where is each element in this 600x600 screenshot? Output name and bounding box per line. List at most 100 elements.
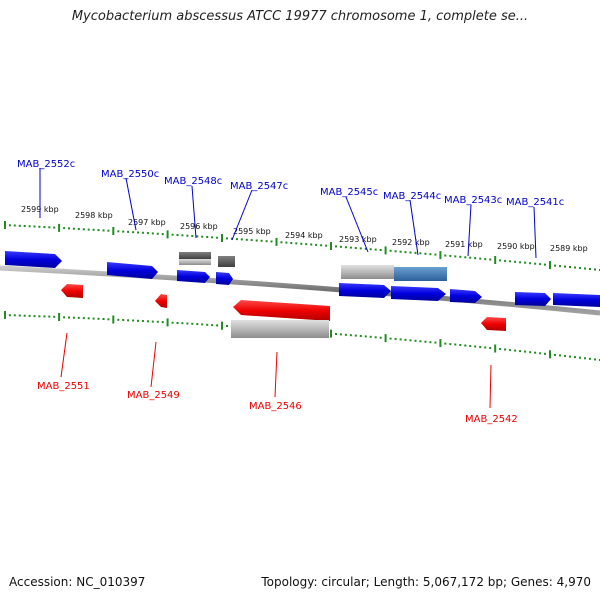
gene-label-mab-2552c[interactable]: MAB_2552c: [17, 159, 75, 170]
ruler-major-tick: [549, 350, 551, 359]
ruler-minor-tick: [349, 246, 352, 249]
ruler-minor-tick: [102, 229, 105, 232]
ruler-minor-tick: [359, 247, 362, 250]
feature-block-gray[interactable]: [231, 320, 329, 338]
ruler-minor-tick: [63, 227, 66, 230]
feature-block-gray[interactable]: [218, 256, 235, 267]
gene-label-mab-2551[interactable]: MAB_2551: [37, 381, 90, 392]
ruler-minor-tick: [504, 259, 507, 262]
ruler-minor-tick: [369, 248, 372, 251]
ruler-major-tick: [494, 344, 497, 353]
gene-arrow-mab-2541c[interactable]: [515, 292, 551, 306]
ruler-minor-tick: [53, 226, 56, 229]
feature-block-gray[interactable]: [341, 265, 394, 279]
ruler-minor-tick: [191, 322, 194, 325]
gene-label-mab-2542[interactable]: MAB_2542: [465, 414, 518, 425]
topology-summary-text: Topology: circular; Length: 5,067,172 bp…: [261, 575, 591, 589]
ruler-minor-tick: [117, 318, 120, 321]
ruler-minor-tick: [564, 265, 566, 268]
ruler-minor-tick: [514, 349, 517, 352]
ruler-minor-tick: [156, 232, 159, 235]
ruler-minor-tick: [18, 314, 21, 317]
gene-arrow[interactable]: [553, 293, 600, 307]
gene-arrow-mab-2543c[interactable]: [450, 289, 482, 303]
gene-arrow-mab-2551[interactable]: [61, 284, 83, 298]
ruler-minor-tick: [534, 351, 537, 354]
gene-label-mab-2544c[interactable]: MAB_2544c: [383, 191, 441, 202]
ruler-minor-tick: [18, 224, 21, 227]
kbp-label: 2591 kbp: [445, 240, 483, 249]
kbp-labels: 2599 kbp 2598 kbp 2597 kbp 2596 kbp 2595…: [21, 205, 588, 253]
ruler-minor-tick: [449, 254, 452, 257]
ruler-minor-tick: [226, 325, 228, 327]
ruler-minor-tick: [374, 336, 377, 339]
ruler-minor-tick: [315, 243, 318, 246]
gene-label-mab-2545c[interactable]: MAB_2545c: [320, 187, 378, 198]
feature-block-gray[interactable]: [179, 259, 211, 265]
ruler-minor-tick: [369, 335, 372, 338]
feature-block-dark[interactable]: [179, 252, 211, 259]
ruler-minor-tick: [176, 234, 179, 236]
ruler-minor-tick: [499, 348, 502, 350]
gene-arrow-mab-2544c[interactable]: [391, 286, 446, 301]
gene-arrow-mab-2548c[interactable]: [177, 270, 210, 283]
ruler-minor-tick: [529, 262, 532, 265]
ruler-minor-tick: [474, 257, 477, 260]
ruler-minor-tick: [72, 227, 75, 230]
ruler-minor-tick: [156, 320, 159, 323]
ruler-minor-tick: [379, 249, 382, 251]
ruler-minor-tick: [77, 316, 80, 319]
gene-arrow-mab-2545c[interactable]: [339, 283, 391, 298]
gene-arrow-mab-2550c[interactable]: [107, 262, 158, 279]
gene-label-mab-2547c[interactable]: MAB_2547c: [230, 181, 288, 192]
ruler-minor-tick: [434, 341, 437, 344]
gene-label-mab-2543c[interactable]: MAB_2543c: [444, 195, 502, 206]
ruler-minor-tick: [584, 267, 586, 270]
ruler-minor-tick: [424, 340, 427, 343]
ruler-minor-tick: [290, 242, 293, 244]
ruler-minor-tick: [524, 261, 527, 264]
ruler-minor-tick: [285, 241, 288, 244]
gene-arrow-mab-2546[interactable]: [233, 300, 330, 321]
ruler-minor-tick: [186, 322, 189, 325]
ruler-major-tick: [58, 313, 61, 321]
ruler-minor-tick: [216, 236, 219, 239]
ruler-minor-tick: [107, 229, 110, 232]
gene-label-mab-2548c[interactable]: MAB_2548c: [164, 176, 222, 187]
gene-arrow-mab-2549[interactable]: [155, 294, 167, 308]
ruler-minor-tick: [454, 343, 457, 346]
gene-arrow-mab-2552c[interactable]: [5, 251, 62, 268]
ruler-major-tick: [494, 256, 497, 264]
gene-label-mab-2546[interactable]: MAB_2546: [249, 401, 302, 412]
ruler-minor-tick: [206, 236, 209, 238]
ruler-minor-tick: [270, 240, 273, 243]
gene-label-mab-2549[interactable]: MAB_2549: [127, 390, 180, 401]
ruler-major-tick: [58, 223, 61, 232]
gene-arrow-mab-2542[interactable]: [481, 317, 506, 331]
ruler-minor-tick: [569, 266, 571, 268]
ruler-minor-tick: [87, 228, 90, 231]
kbp-label: 2596 kbp: [180, 222, 218, 231]
ruler-minor-tick: [201, 235, 204, 238]
ruler-minor-tick: [344, 246, 347, 249]
ruler-minor-tick: [335, 245, 337, 248]
ruler-minor-tick: [479, 346, 482, 348]
feature-block-steel[interactable]: [394, 267, 447, 281]
ruler-minor-tick: [92, 317, 95, 320]
ruler-minor-tick: [77, 228, 80, 230]
ruler-major-tick: [549, 261, 551, 270]
ruler-minor-tick: [23, 225, 26, 227]
kbp-label: 2589 kbp: [550, 244, 588, 253]
ruler-minor-tick: [196, 323, 199, 326]
gene-label-mab-2550c[interactable]: MAB_2550c: [101, 169, 159, 180]
ruler-minor-tick: [559, 265, 561, 268]
ruler-minor-tick: [559, 354, 561, 357]
gene-arrow-mab-2547c[interactable]: [216, 272, 233, 285]
ruler-minor-tick: [529, 351, 532, 354]
ruler-minor-tick: [419, 252, 422, 255]
ruler-minor-tick: [509, 349, 512, 352]
gene-label-mab-2541c[interactable]: MAB_2541c: [506, 197, 564, 208]
ruler-minor-tick: [23, 314, 26, 317]
ruler-minor-tick: [444, 342, 447, 345]
ruler-minor-tick: [459, 344, 462, 346]
